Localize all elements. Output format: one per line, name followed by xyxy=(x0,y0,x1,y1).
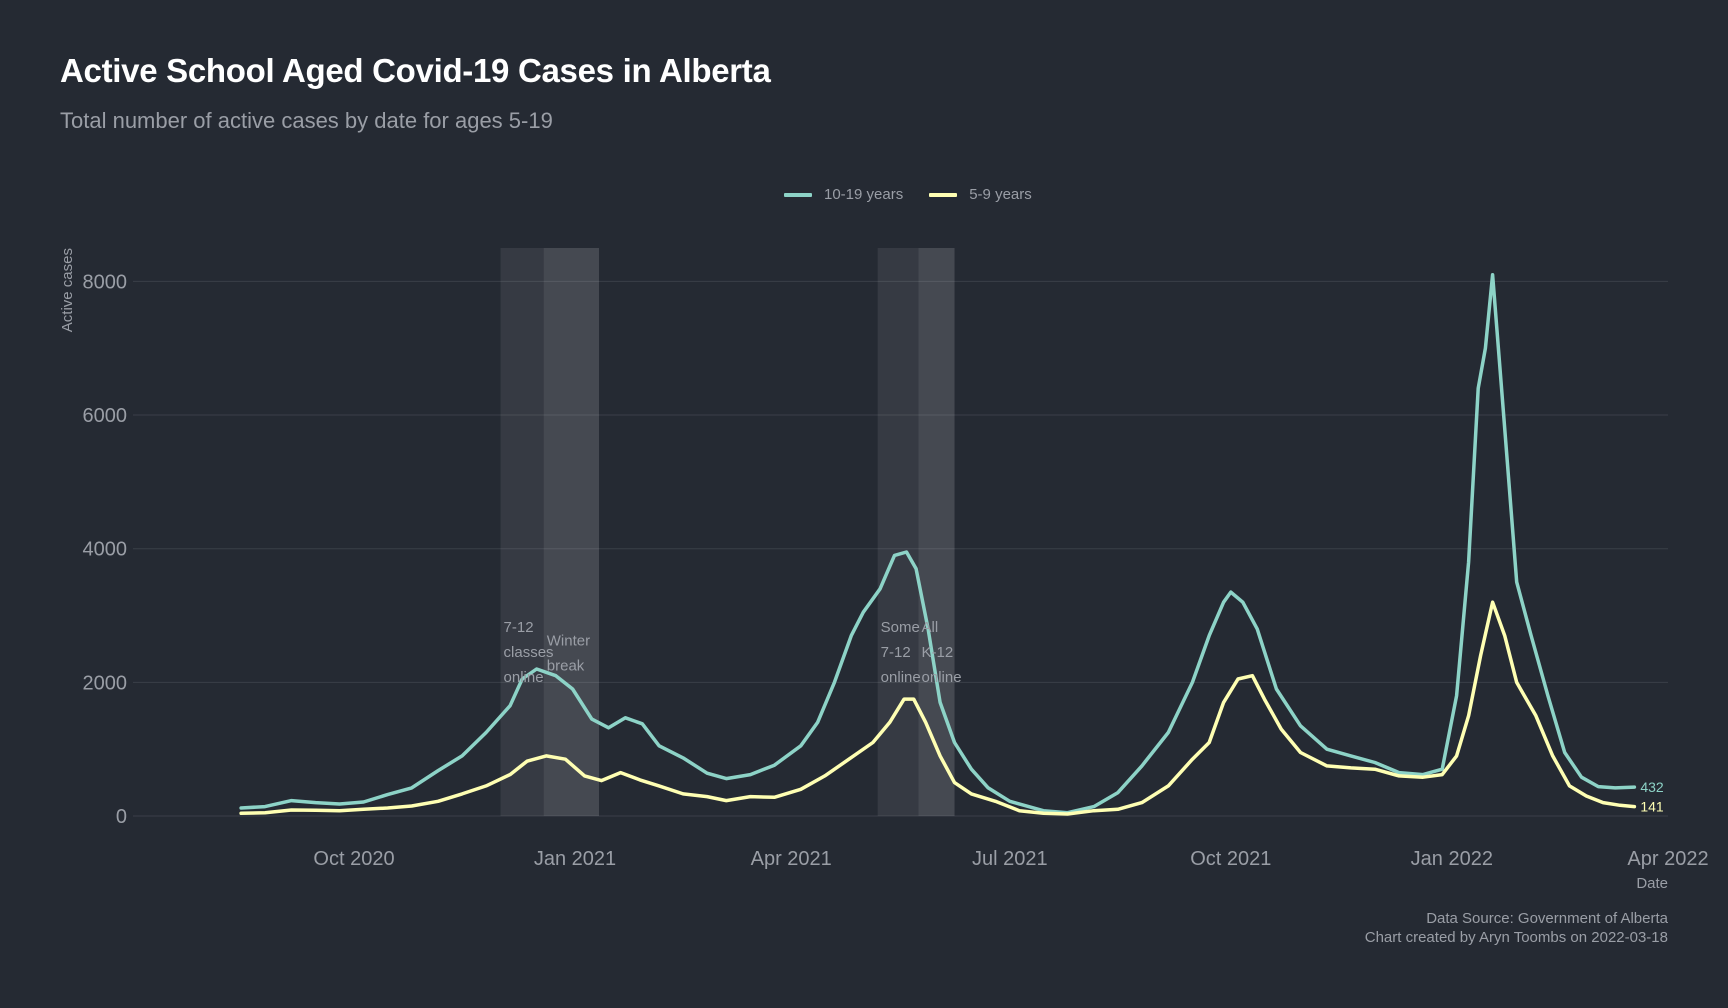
y-tick-label: 8000 xyxy=(83,271,128,293)
annotation-label-line: online xyxy=(922,669,962,686)
annotation-label: Some 7-12 online xyxy=(881,619,921,686)
end-value-label: 141 xyxy=(1640,799,1664,815)
chart-credit: Chart created by Aryn Toombs on 2022-03-… xyxy=(1364,929,1668,946)
annotation-label-line: break xyxy=(547,658,585,675)
annotation-label-line: K-12 xyxy=(922,644,954,661)
y-tick-label: 6000 xyxy=(83,405,128,427)
caption: Data Source: Government of Alberta Chart… xyxy=(1365,909,1668,947)
annotation-label-line: online xyxy=(881,669,921,686)
legend-swatch-5-9 xyxy=(929,192,958,197)
annotation-label: 7-12 classes online xyxy=(504,619,554,686)
x-tick-label: Oct 2021 xyxy=(1190,848,1271,870)
chart-subtitle: Total number of active cases by date for… xyxy=(60,108,553,133)
x-tick-label: Jan 2021 xyxy=(534,848,616,870)
annotation-label-line: online xyxy=(504,669,544,686)
annotation-label-line: 7-12 xyxy=(504,619,534,636)
data-source: Data Source: Government of Alberta xyxy=(1426,910,1668,927)
series-line-5-9 xyxy=(239,600,1637,816)
annotation-label-line: classes xyxy=(504,644,554,661)
shaded-period xyxy=(500,248,600,816)
legend-swatch-10-19 xyxy=(784,192,812,197)
end-value-label: 432 xyxy=(1640,779,1664,795)
y-tick-label: 4000 xyxy=(83,539,128,561)
annotation-label-line: All xyxy=(922,619,939,636)
legend: 10-19 years 5-9 years xyxy=(784,186,1058,203)
annotation-label: All K-12 online xyxy=(922,619,962,686)
series-line-10-19 xyxy=(239,272,1637,815)
annotation-label-line: Winter xyxy=(547,633,590,650)
x-tick-label: Apr 2021 xyxy=(751,848,832,870)
x-tick-label: Apr 2022 xyxy=(1627,848,1708,870)
legend-item-10-19: 10-19 years xyxy=(784,186,903,203)
y-tick-label: 2000 xyxy=(83,672,128,694)
legend-label-5-9: 5-9 years xyxy=(969,186,1032,203)
x-tick-label: Jul 2021 xyxy=(972,848,1048,870)
annotation-label: Winter break xyxy=(547,633,590,675)
shaded-period xyxy=(543,248,600,816)
chart-title: Active School Aged Covid-19 Cases in Alb… xyxy=(60,52,771,89)
annotation-label-line: 7-12 xyxy=(881,644,911,661)
x-tick-label: Oct 2020 xyxy=(313,848,394,870)
y-axis-title: Active cases xyxy=(59,248,76,332)
x-axis-title: Date xyxy=(1636,875,1668,892)
legend-label-10-19: 10-19 years xyxy=(824,186,904,203)
legend-item-5-9: 5-9 years xyxy=(929,186,1032,203)
x-tick-label: Jan 2022 xyxy=(1411,848,1493,870)
y-tick-label: 0 xyxy=(116,806,127,828)
annotation-label-line: Some xyxy=(881,619,920,636)
